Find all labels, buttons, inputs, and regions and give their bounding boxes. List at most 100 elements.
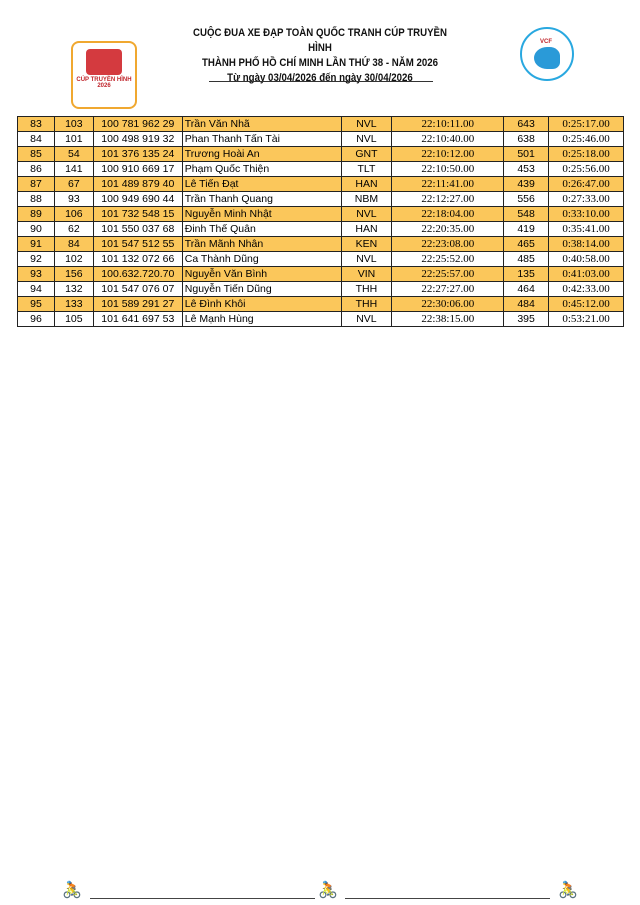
cyclist-icon: 🚴 (62, 882, 82, 899)
rank-cell: 92 (17, 251, 55, 267)
points-cell: 395 (503, 311, 550, 327)
uci-id-cell: 100 949 690 44 (92, 191, 183, 207)
uci-id-cell: 101 547 076 07 (92, 281, 183, 297)
points-cell: 556 (503, 191, 550, 207)
finish-time-cell: 22:11:41.00 (391, 176, 505, 192)
bib-cell: 103 (53, 116, 94, 132)
rider-name-cell: Trương Hoài An (181, 146, 342, 162)
uci-id-cell: 101 550 037 68 (92, 221, 183, 237)
points-cell: 135 (503, 266, 550, 282)
uci-id-cell: 100 781 962 29 (92, 116, 183, 132)
header-dates: Từ ngày 03/04/2026 đến ngày 30/04/2026 (227, 72, 413, 84)
bib-cell: 132 (53, 281, 94, 297)
table-row: 89 106 101 732 548 15 Nguyễn Minh Nhật NVL 22… (17, 206, 624, 222)
uci-id-cell: 101 132 072 66 (92, 251, 183, 267)
rank-cell: 93 (17, 266, 55, 282)
finish-time-cell: 22:10:11.00 (391, 116, 505, 132)
table-row: 88 93 100 949 690 44 Trần Thanh Quang NBM 22:… (17, 191, 624, 207)
rank-cell: 84 (17, 131, 55, 147)
finish-time-cell: 22:10:12.00 (391, 146, 505, 162)
time-gap-cell: 0:25:46.00 (548, 131, 624, 147)
header-divider (209, 81, 433, 82)
uci-id-cell: 101 376 135 24 (92, 146, 183, 162)
rider-name-cell: Lê Tiến Đạt (181, 176, 342, 192)
rider-name-cell: Phạm Quốc Thiện (181, 161, 342, 177)
rider-name-cell: Đinh Thế Quân (181, 221, 342, 237)
time-gap-cell: 0:45:12.00 (548, 296, 624, 312)
time-gap-cell: 0:42:33.00 (548, 281, 624, 297)
finish-time-cell: 22:20:35.00 (391, 221, 505, 237)
time-gap-cell: 0:25:17.00 (548, 116, 624, 132)
rank-cell: 90 (17, 221, 55, 237)
bib-cell: 105 (53, 311, 94, 327)
rank-cell: 87 (17, 176, 55, 192)
uci-id-cell: 100 498 919 32 (92, 131, 183, 147)
team-cell: THH (340, 281, 393, 297)
points-cell: 643 (503, 116, 550, 132)
bib-cell: 67 (53, 176, 94, 192)
rank-cell: 91 (17, 236, 55, 252)
points-cell: 548 (503, 206, 550, 222)
table-row: 83 103 100 781 962 29 Trần Văn Nhã NVL 22:10:… (17, 116, 624, 132)
time-gap-cell: 0:41:03.00 (548, 266, 624, 282)
footer-line (345, 898, 550, 899)
time-gap-cell: 0:27:33.00 (548, 191, 624, 207)
team-cell: KEN (340, 236, 393, 252)
table-row: 91 84 101 547 512 55 Trần Mãnh Nhân KEN 22:23… (17, 236, 624, 252)
rank-cell: 94 (17, 281, 55, 297)
rider-name-cell: Lê Mạnh Hùng (181, 311, 342, 327)
rider-name-cell: Lê Đình Khôi (181, 296, 342, 312)
finish-time-cell: 22:25:52.00 (391, 251, 505, 267)
rider-name-cell: Trần Văn Nhã (181, 116, 342, 132)
points-cell: 465 (503, 236, 550, 252)
time-gap-cell: 0:53:21.00 (548, 311, 624, 327)
points-cell: 464 (503, 281, 550, 297)
rank-cell: 95 (17, 296, 55, 312)
table-row: 90 62 101 550 037 68 Đinh Thế Quân HAN 22:20:… (17, 221, 624, 237)
finish-time-cell: 22:25:57.00 (391, 266, 505, 282)
uci-id-cell: 101 641 697 53 (92, 311, 183, 327)
team-cell: NVL (340, 116, 393, 132)
uci-id-cell: 100.632.720.70 (92, 266, 183, 282)
cyclist-icon: 🚴 (318, 882, 338, 899)
team-cell: NVL (340, 206, 393, 222)
rider-name-cell: Trần Thanh Quang (181, 191, 342, 207)
points-cell: 439 (503, 176, 550, 192)
team-cell: TLT (340, 161, 393, 177)
points-cell: 453 (503, 161, 550, 177)
time-gap-cell: 0:35:41.00 (548, 221, 624, 237)
bib-cell: 93 (53, 191, 94, 207)
finish-time-cell: 22:18:04.00 (391, 206, 505, 222)
document-header: CUỘC ĐUA XE ĐẠP TOÀN QUỐC TRANH CÚP TRUY… (188, 26, 452, 86)
finish-time-cell: 22:30:06.00 (391, 296, 505, 312)
time-gap-cell: 0:26:47.00 (548, 176, 624, 192)
points-cell: 484 (503, 296, 550, 312)
team-cell: NVL (340, 311, 393, 327)
bib-cell: 156 (53, 266, 94, 282)
uci-id-cell: 101 589 291 27 (92, 296, 183, 312)
table-row: 87 67 101 489 879 40 Lê Tiến Đạt HAN 22:11:41… (17, 176, 624, 192)
rank-cell: 88 (17, 191, 55, 207)
finish-time-cell: 22:10:40.00 (391, 131, 505, 147)
table-row: 95 133 101 589 291 27 Lê Đình Khôi THH 22:30:… (17, 296, 624, 312)
finish-time-cell: 22:38:15.00 (391, 311, 505, 327)
results-table: 83 103 100 781 962 29 Trần Văn Nhã NVL 22:10:… (17, 116, 624, 327)
finish-time-cell: 22:27:27.00 (391, 281, 505, 297)
bib-cell: 102 (53, 251, 94, 267)
time-gap-cell: 0:33:10.00 (548, 206, 624, 222)
team-cell: THH (340, 296, 393, 312)
finish-time-cell: 22:23:08.00 (391, 236, 505, 252)
footer-line (90, 898, 315, 899)
rider-name-cell: Nguyễn Tiến Dũng (181, 281, 342, 297)
table-row: 93 156 100.632.720.70 Nguyễn Văn Bình VIN 22:… (17, 266, 624, 282)
team-cell: VIN (340, 266, 393, 282)
table-row: 96 105 101 641 697 53 Lê Mạnh Hùng NVL 22:38:… (17, 311, 624, 327)
rider-name-cell: Trần Mãnh Nhân (181, 236, 342, 252)
finish-time-cell: 22:10:50.00 (391, 161, 505, 177)
rank-cell: 83 (17, 116, 55, 132)
rank-cell: 96 (17, 311, 55, 327)
rank-cell: 89 (17, 206, 55, 222)
points-cell: 501 (503, 146, 550, 162)
table-row: 86 141 100 910 669 17 Phạm Quốc Thiện TLT 22:… (17, 161, 624, 177)
team-cell: HAN (340, 176, 393, 192)
